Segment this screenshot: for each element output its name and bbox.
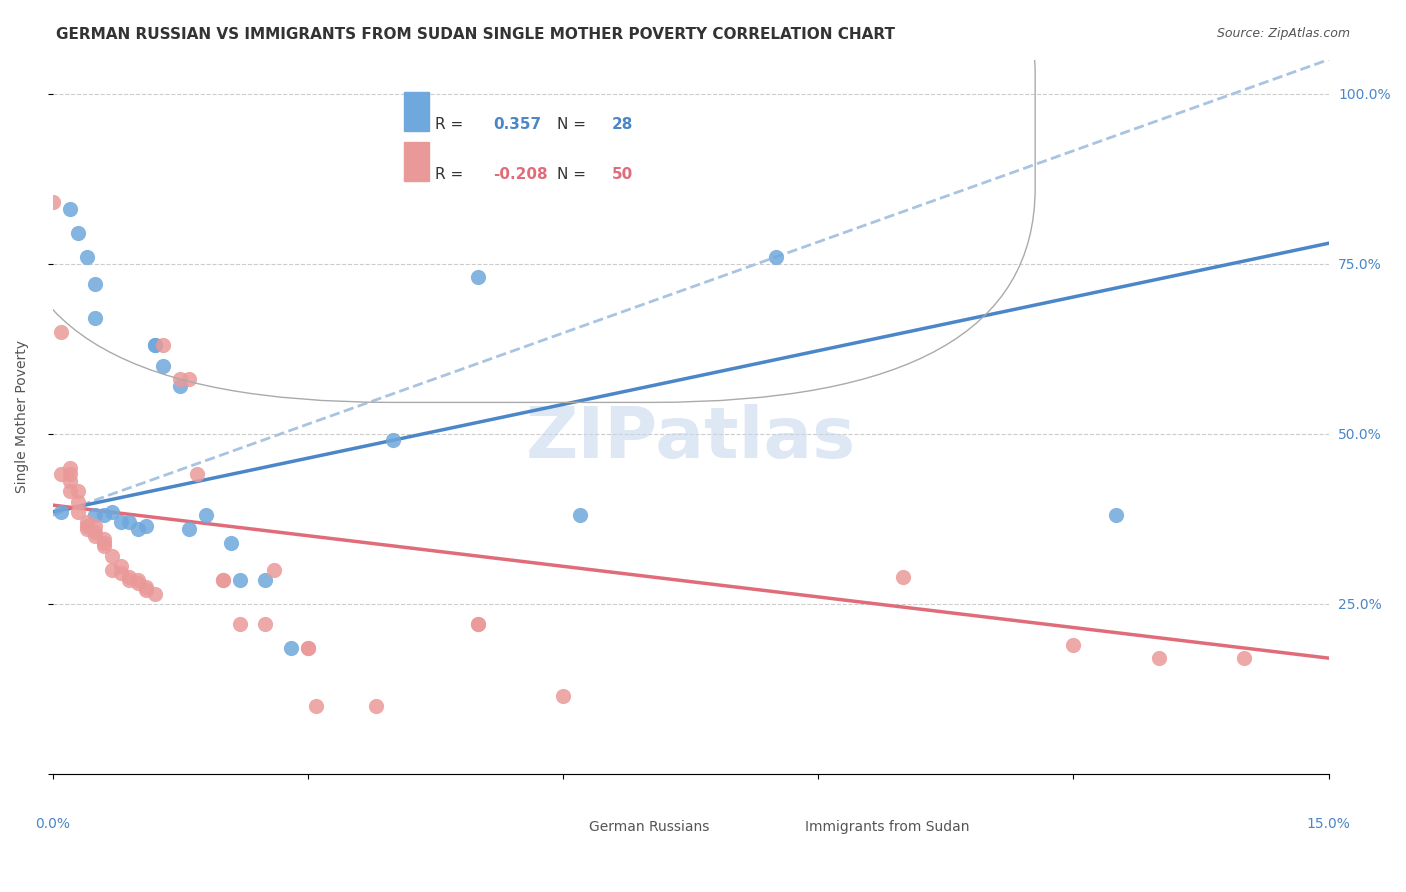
Text: German Russians: German Russians: [589, 820, 709, 834]
Text: R =: R =: [436, 167, 464, 182]
Text: -0.208: -0.208: [494, 167, 547, 182]
Y-axis label: Single Mother Poverty: Single Mother Poverty: [15, 340, 30, 493]
Point: [143, 338, 166, 352]
Point: [84, 311, 107, 326]
Point: [211, 573, 233, 587]
Bar: [550, 802, 582, 830]
Point: [76, 250, 98, 264]
Point: [93, 539, 115, 553]
Point: [177, 372, 200, 386]
Point: [67, 226, 90, 240]
Point: [110, 515, 132, 529]
Point: [280, 640, 302, 655]
Point: [467, 617, 489, 632]
Point: [59, 460, 82, 475]
Text: R =: R =: [436, 117, 464, 132]
Point: [59, 467, 82, 482]
Point: [76, 518, 98, 533]
Point: [229, 617, 252, 632]
Point: [127, 576, 149, 591]
Text: GERMAN RUSSIAN VS IMMIGRANTS FROM SUDAN SINGLE MOTHER POVERTY CORRELATION CHART: GERMAN RUSSIAN VS IMMIGRANTS FROM SUDAN …: [56, 27, 896, 42]
Point: [765, 250, 787, 264]
Point: [254, 573, 277, 587]
Point: [76, 515, 98, 529]
Point: [305, 698, 328, 713]
Point: [1062, 638, 1084, 652]
Point: [49, 505, 72, 519]
Point: [143, 586, 166, 600]
Point: [84, 518, 107, 533]
Point: [194, 508, 217, 523]
Point: [67, 505, 90, 519]
Point: [263, 563, 285, 577]
Point: [254, 617, 277, 632]
Point: [67, 484, 90, 499]
Point: [135, 518, 157, 533]
Point: [297, 640, 319, 655]
Point: [186, 467, 208, 482]
Point: [551, 689, 574, 703]
Point: [152, 338, 174, 352]
Point: [177, 522, 200, 536]
Point: [143, 338, 166, 352]
Point: [127, 573, 149, 587]
Text: 0.357: 0.357: [494, 117, 541, 132]
Point: [67, 494, 90, 508]
Point: [59, 484, 82, 499]
Bar: [404, 92, 429, 131]
Point: [229, 573, 252, 587]
Text: 15.0%: 15.0%: [1306, 816, 1351, 830]
Point: [101, 505, 124, 519]
Point: [127, 522, 149, 536]
Point: [49, 467, 72, 482]
Point: [110, 566, 132, 581]
Point: [93, 508, 115, 523]
Point: [152, 359, 174, 373]
Point: [118, 573, 141, 587]
Point: [93, 535, 115, 549]
Point: [1105, 508, 1128, 523]
Point: [381, 434, 404, 448]
Point: [169, 379, 191, 393]
Point: [891, 569, 914, 583]
Point: [49, 325, 72, 339]
Point: [135, 583, 157, 598]
Point: [76, 522, 98, 536]
Point: [84, 529, 107, 543]
Point: [41, 195, 63, 210]
Point: [84, 277, 107, 291]
Text: 28: 28: [612, 117, 633, 132]
Point: [219, 535, 242, 549]
Point: [211, 573, 233, 587]
Point: [364, 698, 387, 713]
Point: [59, 475, 82, 489]
Point: [101, 563, 124, 577]
Bar: [768, 802, 799, 830]
Point: [1232, 651, 1254, 665]
Point: [84, 525, 107, 540]
Point: [569, 508, 592, 523]
Point: [84, 508, 107, 523]
Text: Source: ZipAtlas.com: Source: ZipAtlas.com: [1216, 27, 1350, 40]
Point: [467, 270, 489, 285]
Point: [101, 549, 124, 563]
Text: Immigrants from Sudan: Immigrants from Sudan: [806, 820, 970, 834]
Point: [169, 372, 191, 386]
Point: [110, 559, 132, 574]
Point: [118, 515, 141, 529]
Point: [467, 617, 489, 632]
Text: N =: N =: [557, 117, 586, 132]
Text: 50: 50: [612, 167, 633, 182]
Text: ZIPatlas: ZIPatlas: [526, 403, 856, 473]
Point: [1147, 651, 1170, 665]
Point: [135, 580, 157, 594]
Point: [297, 640, 319, 655]
Point: [118, 569, 141, 583]
Point: [93, 532, 115, 546]
Text: 0.0%: 0.0%: [35, 816, 70, 830]
Text: N =: N =: [557, 167, 586, 182]
Point: [59, 202, 82, 217]
Bar: [404, 142, 429, 181]
